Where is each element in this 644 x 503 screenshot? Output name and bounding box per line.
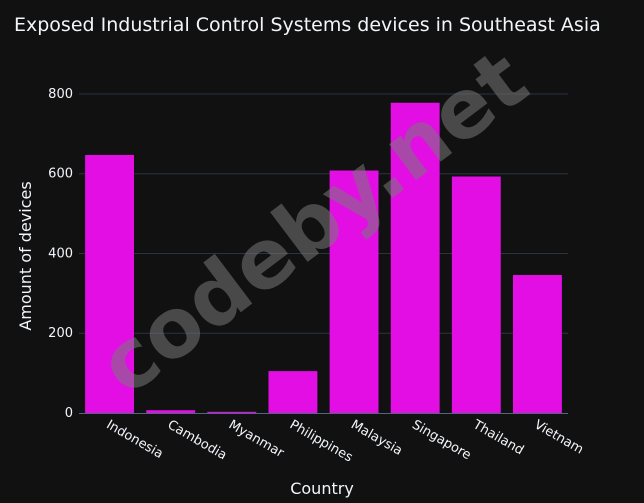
x-tick-label-cambodia: Cambodia: [165, 417, 229, 463]
y-tick-labels: 0 200 400 600 800: [48, 87, 73, 421]
x-tick-label-indonesia: Indonesia: [104, 417, 166, 461]
x-tick-label-vietnam: Vietnam: [531, 417, 585, 457]
y-tick-label: 0: [65, 406, 73, 421]
bar-myanmar[interactable]: [207, 411, 257, 413]
bar-philippines[interactable]: [268, 371, 318, 413]
y-tick-label: 600: [48, 167, 73, 182]
x-tick-label-philippines: Philippines: [287, 417, 355, 465]
x-tick-label-malaysia: Malaysia: [348, 417, 405, 458]
x-tick-label-singapore: Singapore: [409, 417, 473, 463]
y-tick-label: 200: [48, 326, 73, 341]
y-tick-label: 400: [48, 246, 73, 261]
bar-malaysia[interactable]: [329, 170, 379, 413]
x-tick-label-thailand: Thailand: [469, 417, 526, 458]
y-tick-label: 800: [48, 87, 73, 102]
y-axis-title: Amount of devices: [16, 181, 35, 330]
chart-title: Exposed Industrial Control Systems devic…: [14, 14, 601, 36]
x-tick-label-myanmar: Myanmar: [226, 417, 287, 461]
bar-indonesia[interactable]: [85, 154, 135, 413]
bar-singapore[interactable]: [390, 102, 440, 413]
bar-cambodia[interactable]: [146, 410, 196, 413]
bar-thailand[interactable]: [451, 176, 501, 413]
bar-vietnam[interactable]: [512, 275, 562, 413]
x-axis-title: Country: [290, 479, 354, 498]
bars: [85, 102, 562, 413]
